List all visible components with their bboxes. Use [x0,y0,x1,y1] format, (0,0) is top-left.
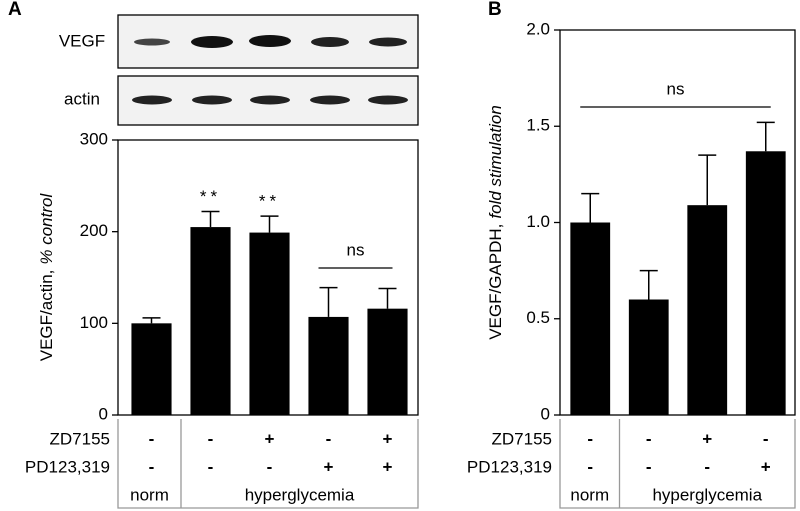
y-tick-label: 0 [541,404,550,423]
treatment-name: ZD7155 [50,429,110,448]
treatment-sign: + [324,457,334,476]
treatment-sign: - [267,457,273,476]
treatment-sign: + [383,429,393,448]
treatment-sign: + [265,429,275,448]
y-axis-label-italic: fold stimulation [486,105,505,218]
treatment-sign: - [587,457,593,476]
treatment-sign: - [208,457,214,476]
panel-label: B [488,0,502,20]
group-frame [117,419,419,509]
treatment-sign: - [646,457,652,476]
significance-label: ** [200,187,221,206]
y-tick-label: 300 [80,129,108,148]
treatment-sign: + [702,429,712,448]
treatment-sign: + [761,457,771,476]
treatment-sign: - [149,429,155,448]
y-tick-label: 200 [80,221,108,240]
western-blot [117,14,419,126]
treatment-sign: - [149,457,155,476]
treatment-sign: - [646,429,652,448]
y-tick-label: 1.0 [526,212,550,231]
treatment-name: PD123,319 [467,457,552,476]
bar [308,316,349,415]
treatment-name: PD123,319 [25,457,110,476]
y-axis-label-text: VEGF/actin, [37,270,56,362]
bar [687,205,728,415]
y-axis-label-italic: % control [37,193,56,265]
treatment-sign: - [763,429,769,448]
treatment-sign: + [383,457,393,476]
group-frame [559,419,796,509]
group-label: norm [570,485,609,504]
treatment-sign: - [326,429,332,448]
treatment-sign: - [208,429,214,448]
significance-label: ** [259,192,280,211]
bar [249,232,290,415]
bar [131,323,172,415]
bar [628,299,669,415]
bar [367,308,408,415]
group-label: hyperglycemia [245,485,355,504]
bar [570,222,611,415]
group-label: norm [130,485,169,504]
y-axis-label-text: VEGF/GAPDH, [486,224,505,340]
y-tick-label: 0.5 [526,308,550,327]
treatment-name: ZD7155 [492,429,552,448]
y-axis-label: VEGF/actin, % control [37,193,56,362]
bar [745,151,786,415]
ns-label: ns [347,240,365,259]
treatment-sign: - [704,457,710,476]
group-label: hyperglycemia [652,485,762,504]
y-tick-label: 1.5 [526,116,550,135]
y-tick-label: 100 [80,313,108,332]
blot-label: VEGF [59,31,105,50]
y-tick-label: 0 [99,404,108,423]
y-tick-label: 2.0 [526,19,550,38]
blot-label: actin [64,89,100,108]
ns-label: ns [667,79,685,98]
treatment-sign: - [587,429,593,448]
y-axis-label: VEGF/GAPDH, fold stimulation [486,105,505,340]
panel-label: A [8,0,22,20]
bar [190,227,231,415]
